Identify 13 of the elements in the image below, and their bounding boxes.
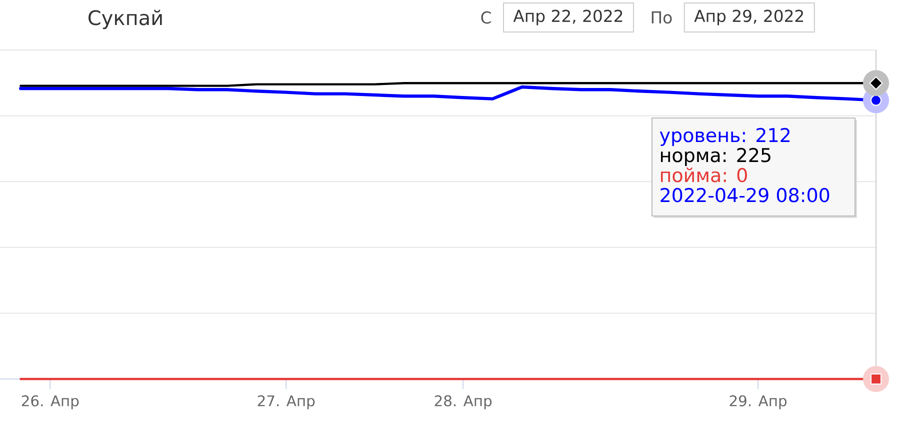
x-tick-label: 28. Апр [434,395,492,410]
text: С [481,11,491,24]
annotation: уровень: 212 [660,128,790,146]
text: Апр 29, 2022 [694,10,804,26]
text: По [652,11,672,24]
text: Апр 22, 2022 [513,10,622,26]
annotation: 2022-04-29 08:00 [660,188,830,202]
x-tick-label: 27. Апр [258,395,315,410]
x-tick-label: 29. Апр [730,395,787,410]
annotation: норма: 225 [661,148,770,166]
annotation: пойма: 0 [661,168,747,182]
x-tick-label: 26. Апр [22,395,79,410]
chart-title: Сукпай [88,10,162,30]
